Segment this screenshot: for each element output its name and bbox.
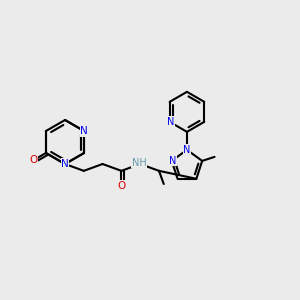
Text: N: N	[183, 145, 191, 155]
Text: N: N	[169, 156, 176, 166]
Text: N: N	[61, 159, 69, 169]
Text: O: O	[30, 155, 38, 165]
Text: N: N	[167, 117, 174, 127]
Text: O: O	[117, 181, 125, 191]
Text: N: N	[80, 126, 88, 136]
Text: NH: NH	[132, 158, 147, 168]
